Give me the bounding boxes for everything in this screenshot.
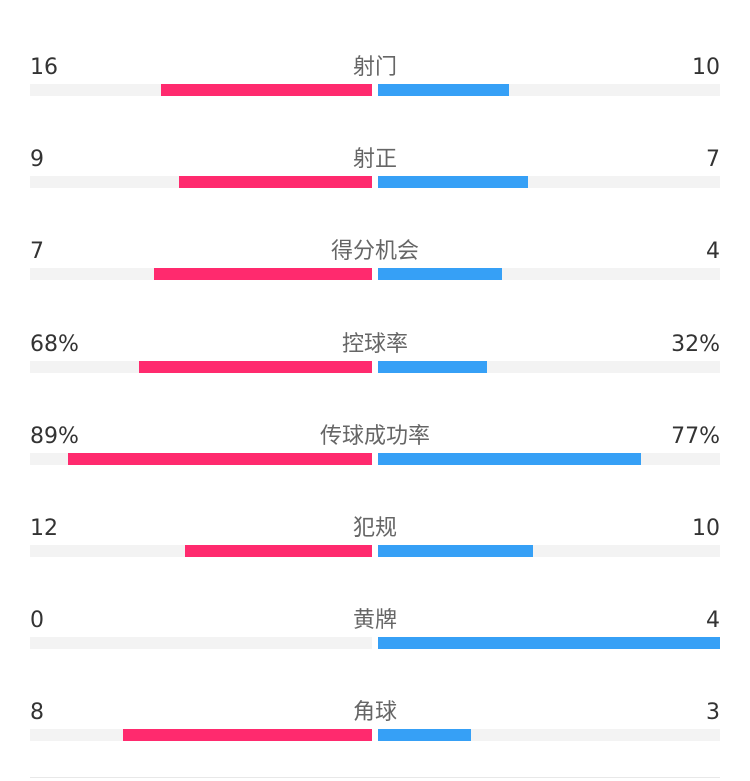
home-bar-fill bbox=[123, 729, 372, 742]
home-value: 89% bbox=[30, 423, 79, 449]
away-bar-fill bbox=[378, 176, 529, 189]
stat-label: 得分机会 bbox=[330, 239, 419, 265]
away-value: 77% bbox=[671, 423, 720, 449]
stat-label: 控球率 bbox=[341, 331, 408, 357]
home-bar-track bbox=[30, 268, 372, 281]
away-value: 32% bbox=[671, 331, 720, 357]
stat-row: 68% 控球率 32% bbox=[0, 318, 750, 410]
stat-row: 7 得分机会 4 bbox=[0, 225, 750, 317]
stat-row: 0 黄牌 4 bbox=[0, 594, 750, 686]
away-bar-track bbox=[378, 176, 720, 189]
stat-label: 犯规 bbox=[352, 516, 397, 541]
home-bar-track bbox=[30, 545, 372, 557]
home-value: 9 bbox=[30, 147, 44, 173]
away-bar-fill bbox=[378, 637, 720, 650]
away-bar-fill bbox=[378, 360, 488, 373]
home-bar-track bbox=[30, 452, 372, 465]
away-bar-fill bbox=[378, 268, 503, 281]
stat-row: 9 射正 7 bbox=[0, 133, 750, 225]
away-bar-track bbox=[378, 360, 720, 373]
home-bar-fill bbox=[179, 176, 372, 189]
stat-label: 射正 bbox=[352, 147, 397, 173]
away-bar-fill bbox=[378, 729, 472, 742]
stat-label: 角球 bbox=[352, 700, 397, 726]
away-bar-track bbox=[378, 84, 720, 96]
away-value: 10 bbox=[692, 516, 720, 541]
home-bar-fill bbox=[67, 452, 372, 465]
home-bar-track bbox=[30, 637, 372, 650]
away-bar-track bbox=[378, 545, 720, 557]
away-value: 3 bbox=[706, 700, 720, 726]
stat-row: 8 角球 3 bbox=[0, 686, 750, 778]
away-bar-fill bbox=[378, 84, 509, 96]
away-value: 4 bbox=[706, 239, 720, 265]
home-bar-fill bbox=[154, 268, 372, 281]
home-bar-track bbox=[30, 729, 372, 742]
home-value: 68% bbox=[30, 331, 79, 357]
away-value: 10 bbox=[692, 55, 720, 80]
away-bar-fill bbox=[378, 452, 642, 465]
home-bar-track bbox=[30, 84, 372, 96]
divider bbox=[30, 777, 720, 778]
stat-row: 16 射门 10 bbox=[0, 41, 750, 133]
stat-row: 12 犯规 10 bbox=[0, 502, 750, 594]
away-bar-track bbox=[378, 637, 720, 650]
away-value: 4 bbox=[706, 608, 720, 634]
home-value: 7 bbox=[30, 239, 44, 265]
home-bar-fill bbox=[184, 545, 372, 557]
away-bar-fill bbox=[378, 545, 533, 557]
home-value: 8 bbox=[30, 700, 44, 726]
away-bar-track bbox=[378, 268, 720, 281]
stat-label: 黄牌 bbox=[352, 608, 397, 634]
stat-label: 射门 bbox=[352, 55, 397, 80]
home-bar-fill bbox=[161, 84, 372, 96]
home-bar-track bbox=[30, 176, 372, 189]
home-bar-track bbox=[30, 360, 372, 373]
away-bar-track bbox=[378, 729, 720, 742]
away-value: 7 bbox=[706, 147, 720, 173]
home-value: 16 bbox=[30, 55, 58, 80]
home-value: 12 bbox=[30, 516, 58, 541]
away-bar-track bbox=[378, 452, 720, 465]
stat-label: 传球成功率 bbox=[319, 423, 430, 449]
stat-row: 89% 传球成功率 77% bbox=[0, 410, 750, 502]
home-value: 0 bbox=[30, 608, 44, 634]
home-bar-fill bbox=[139, 360, 372, 373]
